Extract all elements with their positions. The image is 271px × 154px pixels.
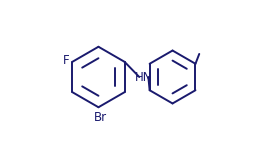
Text: F: F bbox=[63, 54, 70, 67]
Text: HN: HN bbox=[135, 71, 153, 83]
Text: Br: Br bbox=[94, 111, 107, 124]
